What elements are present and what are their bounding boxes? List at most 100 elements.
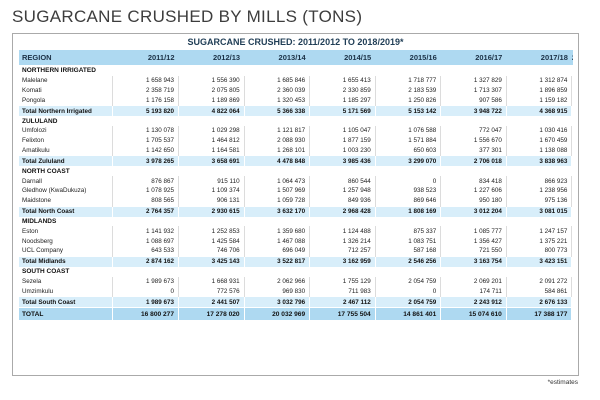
mill-row-label: Felixton xyxy=(22,137,45,145)
table-cell: 1 130 078 xyxy=(112,125,179,136)
page-title: SUGARCANE CRUSHED BY MILLS (TONS) xyxy=(12,7,363,26)
table-cell: 1 078 925 xyxy=(112,185,179,196)
table-cell: 3 658 691 xyxy=(178,155,245,167)
table-cell: 1 185 297 xyxy=(309,95,376,106)
table-cell: 2 330 859 xyxy=(309,85,376,96)
table-cell: 712 257 xyxy=(309,245,376,257)
table-cell: 1 655 413 xyxy=(309,75,376,86)
table-cell: 808 565 xyxy=(112,195,179,207)
table-cell: 1 109 374 xyxy=(178,185,245,196)
region-name: ZULULAND xyxy=(22,117,58,125)
table-cell: 3 522 817 xyxy=(243,255,310,267)
mill-row: Eston 1 141 932 1 252 853 1 359 680 1 124 48… xyxy=(19,226,572,237)
table-cell: 1 670 459 xyxy=(505,135,572,146)
table-cell: 876 867 xyxy=(112,176,179,186)
table-cell: 834 418 xyxy=(440,176,507,186)
table-cell: 1 808 169 xyxy=(374,205,441,217)
subtotal-row-label: Total North Coast xyxy=(19,205,113,217)
table-cell: 1 507 969 xyxy=(243,185,310,196)
table-cell: 2 930 615 xyxy=(178,205,245,217)
mill-row-label: Malelane xyxy=(22,77,48,85)
table-cell: 2 054 759 xyxy=(374,276,441,287)
table-cell: 2 706 018 xyxy=(440,155,507,167)
table-cell: 1 176 158 xyxy=(112,95,179,106)
table-cell: 1 189 869 xyxy=(178,95,245,106)
table-cell: 1 030 416 xyxy=(505,125,572,136)
table-cell: 1 718 777 xyxy=(374,75,441,86)
table-cell: 4 822 064 xyxy=(178,105,245,117)
table-cell: 1 877 159 xyxy=(309,135,376,146)
table-cell: 3 978 265 xyxy=(112,155,179,167)
table-cell: 3 423 151 xyxy=(505,255,572,267)
table-cell: 2 069 201 xyxy=(440,276,507,287)
table-cell: 17 388 177 xyxy=(505,307,572,321)
mill-row: Amatikulu 1 142 650 1 164 581 1 268 101 1 00… xyxy=(19,145,572,156)
sugarcane-table: SUGARCANE CRUSHED: 2011/2012 TO 2018/201… xyxy=(19,34,572,321)
mill-row: Noodsberg 1 088 697 1 425 584 1 467 088 1 32… xyxy=(19,236,572,246)
column-header: 2012/13 xyxy=(178,50,245,66)
column-header: 2014/15 xyxy=(309,50,376,66)
mill-row-label: Umfolozi xyxy=(22,127,47,135)
table-cell: 1 326 214 xyxy=(309,236,376,246)
table-cell: 1 142 650 xyxy=(112,145,179,156)
table-cell: 1 685 846 xyxy=(243,75,310,86)
table-cell: 2 360 039 xyxy=(243,85,310,96)
column-header: 2016/17 xyxy=(440,50,507,66)
table-cell: 2 075 805 xyxy=(178,85,245,96)
table-cell: 1 556 670 xyxy=(440,135,507,146)
table-cell: 1 247 157 xyxy=(505,226,572,237)
subtotal-row-label: Total South Coast xyxy=(19,296,113,308)
table-cell: 2 091 272 xyxy=(505,276,572,287)
table-cell: 1 989 673 xyxy=(112,296,179,308)
table-cell: 1 257 948 xyxy=(309,185,376,196)
table-cell: 772 047 xyxy=(440,125,507,136)
table-cell: 2 062 966 xyxy=(243,276,310,287)
table-cell: 5 171 569 xyxy=(309,105,376,117)
mill-row-label: Noodsberg xyxy=(22,237,53,245)
table-cell: 5 366 338 xyxy=(243,105,310,117)
table-cell: 1 705 537 xyxy=(112,135,179,146)
table-cell: 2 764 357 xyxy=(112,205,179,217)
table-cell: 3 032 796 xyxy=(243,296,310,308)
table-cell: 0 xyxy=(112,286,179,297)
table-cell: 746 706 xyxy=(178,245,245,257)
table-cell: 20 032 969 xyxy=(243,307,310,321)
region-header-row: NORTH COAST xyxy=(19,166,572,176)
table-cell: 1 356 427 xyxy=(440,236,507,246)
table-cell: 2 358 719 xyxy=(112,85,179,96)
mill-row: Felixton 1 705 537 1 464 812 2 088 930 1 877… xyxy=(19,135,572,146)
subtotal-row: Total Northern Irrigated 5 193 820 4 822 0… xyxy=(19,105,572,117)
table-cell: 587 168 xyxy=(374,245,441,257)
table-cell: 711 983 xyxy=(309,286,376,297)
table-cell: 1 375 221 xyxy=(505,236,572,246)
table-cell: 3 012 204 xyxy=(440,205,507,217)
table-cell: 1 105 047 xyxy=(309,125,376,136)
subtotal-row: Total North Coast 2 764 357 2 930 615 3 632… xyxy=(19,205,572,217)
table-cell: 5 193 820 xyxy=(112,105,179,117)
table-cell: 800 773 xyxy=(505,245,572,257)
table-cell: 1 227 606 xyxy=(440,185,507,196)
region-header-row: NORTHERN IRRIGATED xyxy=(19,66,572,76)
mill-row: Umfolozi 1 130 078 1 029 298 1 121 817 1 105… xyxy=(19,125,572,136)
table-cell: 907 586 xyxy=(440,95,507,106)
table-cell: 1 164 581 xyxy=(178,145,245,156)
table-cell: 4 478 848 xyxy=(243,155,310,167)
table-cell: 584 861 xyxy=(505,286,572,297)
table-cell: 869 646 xyxy=(374,195,441,207)
region-name: SOUTH COAST xyxy=(22,268,70,276)
table-cell: 16 800 277 xyxy=(112,307,179,321)
column-header: REGION xyxy=(19,50,113,66)
mill-row: Malelane 1 658 943 1 556 390 1 685 846 1 655… xyxy=(19,75,572,86)
mill-row-label: Sezela xyxy=(22,277,42,285)
table-cell: 1 755 129 xyxy=(309,276,376,287)
table-cell: 1 320 453 xyxy=(243,95,310,106)
region-header-row: MIDLANDS xyxy=(19,217,572,227)
mill-row-label: Pongola xyxy=(22,96,46,104)
table-cell: 643 533 xyxy=(112,245,179,257)
region-name: MIDLANDS xyxy=(22,217,57,225)
mill-row-label: Amatikulu xyxy=(22,146,50,154)
table-cell: 1 359 680 xyxy=(243,226,310,237)
table-caption: SUGARCANE CRUSHED: 2011/2012 TO 2018/201… xyxy=(19,34,572,50)
table-cell: 3 985 436 xyxy=(309,155,376,167)
mill-row-label: UCL Company xyxy=(22,247,64,255)
